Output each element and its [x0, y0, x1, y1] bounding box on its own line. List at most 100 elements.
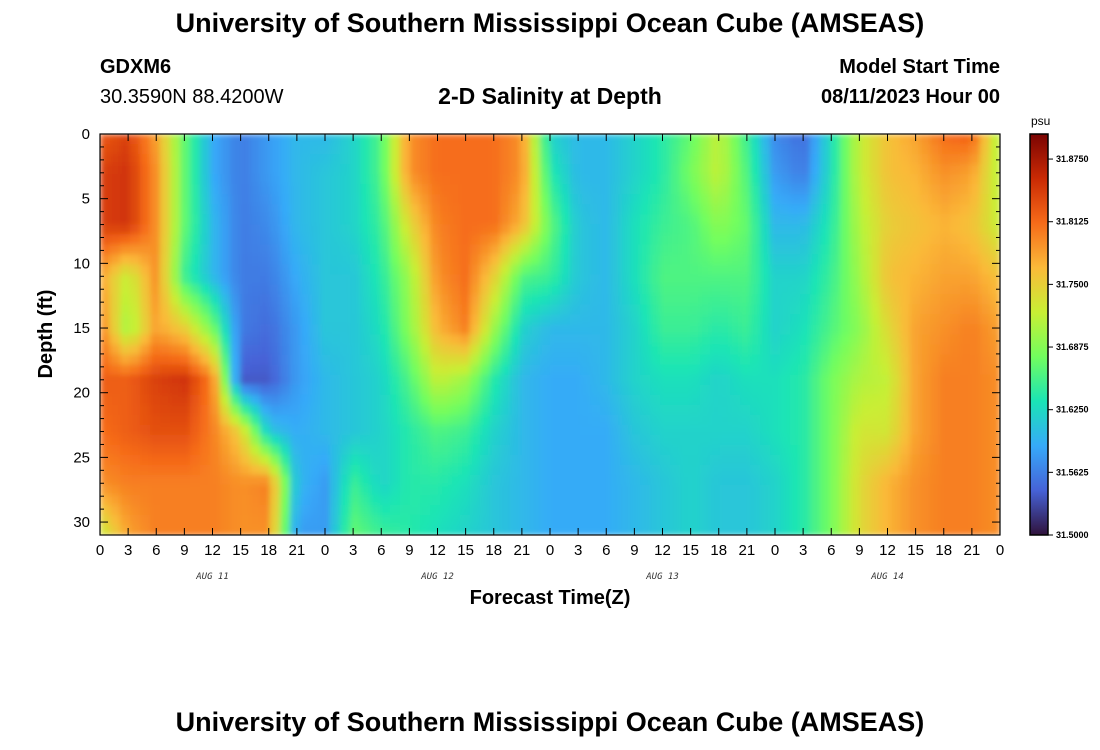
heatmap-cell: [660, 404, 671, 416]
heatmap-cell: [910, 454, 921, 466]
heatmap-cell: [510, 264, 521, 275]
heatmap-cell: [680, 324, 691, 336]
heatmap-cell: [130, 214, 141, 225]
heatmap-cell: [450, 284, 461, 295]
heatmap-cell: [440, 444, 451, 456]
heatmap-cell: [310, 414, 321, 426]
heatmap-cell: [310, 374, 321, 386]
heatmap-cell: [970, 514, 981, 526]
heatmap-cell: [200, 354, 211, 366]
heatmap-cell: [970, 344, 981, 356]
heatmap-cell: [680, 294, 691, 306]
heatmap-cell: [410, 224, 421, 235]
heatmap-cell: [910, 144, 921, 155]
heatmap-cell: [100, 154, 111, 165]
heatmap-cell: [550, 444, 561, 456]
heatmap-cell: [470, 434, 481, 446]
heatmap-cell: [830, 354, 841, 366]
heatmap-cell: [310, 314, 321, 326]
heatmap-cell: [810, 354, 821, 366]
heatmap-cell: [600, 134, 611, 145]
heatmap-cell: [360, 484, 371, 496]
heatmap-cell: [540, 254, 551, 265]
heatmap-cell: [120, 254, 131, 265]
heatmap-cell: [490, 364, 501, 376]
heatmap-cell: [640, 154, 651, 165]
heatmap-cell: [470, 454, 481, 466]
heatmap-cell: [190, 284, 201, 295]
heatmap-cell: [530, 284, 541, 295]
heatmap-cell: [950, 144, 961, 155]
heatmap-cell: [550, 244, 561, 255]
heatmap-cell: [770, 244, 781, 255]
heatmap-cell: [770, 154, 781, 165]
heatmap-cell: [120, 404, 131, 416]
heatmap-cell: [230, 294, 241, 306]
heatmap-cell: [100, 164, 111, 175]
heatmap-cell: [640, 394, 651, 406]
heatmap-cell: [690, 374, 701, 386]
heatmap-cell: [940, 174, 951, 185]
heatmap-cell: [800, 354, 811, 366]
heatmap-cell: [440, 134, 451, 145]
heatmap-cell: [700, 444, 711, 456]
heatmap-cell: [970, 214, 981, 225]
heatmap-cell: [680, 454, 691, 466]
heatmap-cell: [490, 164, 501, 175]
heatmap-cell: [200, 424, 211, 436]
heatmap-cell: [950, 454, 961, 466]
heatmap-cell: [640, 484, 651, 496]
heatmap-cell: [990, 514, 1000, 526]
heatmap-cell: [420, 204, 431, 215]
heatmap-cell: [740, 344, 751, 356]
heatmap-cell: [450, 194, 461, 205]
heatmap-cell: [630, 504, 641, 516]
heatmap-cell: [990, 214, 1000, 225]
station-coordinates: 30.3590N 88.4200W: [100, 86, 284, 108]
heatmap-cell: [660, 144, 671, 155]
heatmap-cell: [490, 484, 501, 496]
heatmap-cell: [250, 504, 261, 516]
heatmap-cell: [630, 464, 641, 476]
heatmap-cell: [790, 464, 801, 476]
heatmap-cell: [290, 464, 301, 476]
heatmap-cell: [600, 234, 611, 245]
heatmap-cell: [920, 184, 931, 195]
heatmap-cell: [260, 494, 271, 506]
heatmap-cell: [960, 294, 971, 306]
heatmap-cell: [850, 474, 861, 486]
heatmap-cell: [690, 234, 701, 245]
heatmap-cell: [410, 474, 421, 486]
heatmap-cell: [220, 234, 231, 245]
heatmap-cell: [910, 184, 921, 195]
heatmap-cell: [860, 144, 871, 155]
heatmap-cell: [980, 444, 991, 456]
heatmap-cell: [410, 284, 421, 295]
heatmap-cell: [320, 464, 331, 476]
heatmap-cell: [210, 214, 221, 225]
heatmap-cell: [320, 364, 331, 376]
heatmap-cell: [820, 364, 831, 376]
heatmap-cell: [180, 334, 191, 346]
heatmap-cell: [730, 194, 741, 205]
heatmap-cell: [600, 224, 611, 235]
heatmap-cell: [380, 214, 391, 225]
heatmap-cell: [870, 304, 881, 316]
heatmap-cell: [500, 264, 511, 275]
heatmap-cell: [260, 274, 271, 285]
heatmap-cell: [970, 454, 981, 466]
heatmap-cell: [750, 344, 761, 356]
heatmap-cell: [980, 324, 991, 336]
heatmap-cell: [900, 404, 911, 416]
heatmap-cell: [990, 504, 1000, 516]
heatmap-cell: [880, 254, 891, 265]
heatmap-cell: [990, 324, 1000, 336]
heatmap-cell: [180, 144, 191, 155]
x-tick-label: 9: [855, 542, 863, 559]
heatmap-cell: [420, 304, 431, 316]
heatmap-cell: [200, 494, 211, 506]
heatmap-cell: [880, 454, 891, 466]
heatmap-cell: [760, 274, 771, 285]
heatmap-cell: [300, 434, 311, 446]
heatmap-cell: [200, 154, 211, 165]
